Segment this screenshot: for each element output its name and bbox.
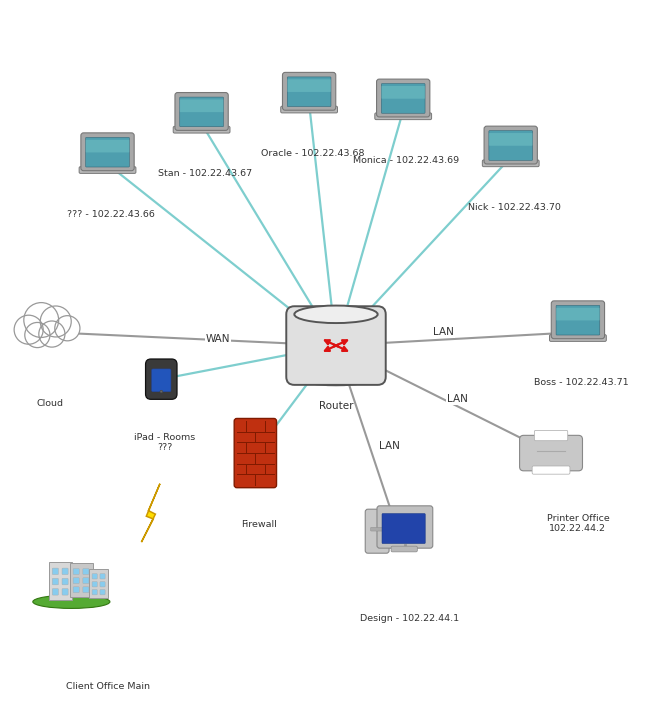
FancyBboxPatch shape — [73, 587, 79, 592]
FancyBboxPatch shape — [556, 308, 600, 320]
FancyBboxPatch shape — [375, 113, 431, 120]
FancyBboxPatch shape — [286, 307, 386, 385]
FancyBboxPatch shape — [146, 359, 177, 399]
FancyBboxPatch shape — [89, 569, 108, 598]
FancyBboxPatch shape — [92, 589, 97, 595]
FancyBboxPatch shape — [62, 568, 68, 574]
FancyBboxPatch shape — [173, 126, 230, 133]
Circle shape — [55, 316, 80, 341]
Ellipse shape — [294, 306, 378, 323]
FancyBboxPatch shape — [62, 589, 68, 595]
Text: Nick - 102.22.43.70: Nick - 102.22.43.70 — [468, 203, 560, 212]
FancyBboxPatch shape — [282, 73, 336, 111]
FancyBboxPatch shape — [83, 569, 89, 574]
FancyBboxPatch shape — [287, 79, 331, 92]
Circle shape — [24, 302, 58, 337]
FancyBboxPatch shape — [489, 133, 533, 146]
Text: Cloud: Cloud — [37, 399, 64, 409]
Text: Monica - 102.22.43.69: Monica - 102.22.43.69 — [353, 156, 460, 165]
FancyBboxPatch shape — [281, 106, 337, 113]
FancyBboxPatch shape — [85, 140, 130, 152]
Ellipse shape — [294, 368, 378, 386]
Circle shape — [40, 306, 71, 337]
FancyBboxPatch shape — [70, 563, 93, 597]
FancyBboxPatch shape — [79, 167, 136, 173]
FancyBboxPatch shape — [365, 509, 389, 553]
Text: iPad - Rooms
???: iPad - Rooms ??? — [134, 433, 196, 452]
Text: ??? - 102.22.43.66: ??? - 102.22.43.66 — [67, 210, 155, 219]
FancyBboxPatch shape — [381, 86, 425, 98]
Circle shape — [39, 321, 65, 347]
FancyBboxPatch shape — [550, 335, 606, 341]
FancyBboxPatch shape — [52, 568, 58, 574]
FancyBboxPatch shape — [519, 435, 583, 471]
FancyBboxPatch shape — [179, 97, 224, 126]
FancyBboxPatch shape — [73, 578, 79, 584]
Text: Boss - 102.22.43.71: Boss - 102.22.43.71 — [534, 378, 628, 387]
Text: Firewall: Firewall — [241, 521, 277, 529]
FancyBboxPatch shape — [152, 369, 171, 392]
FancyBboxPatch shape — [83, 578, 89, 584]
FancyBboxPatch shape — [534, 430, 568, 441]
FancyBboxPatch shape — [49, 561, 72, 600]
Text: Client Office Main: Client Office Main — [65, 681, 149, 691]
FancyBboxPatch shape — [52, 589, 58, 595]
Circle shape — [14, 315, 43, 344]
FancyBboxPatch shape — [73, 569, 79, 574]
FancyBboxPatch shape — [532, 466, 570, 474]
FancyBboxPatch shape — [234, 419, 276, 488]
FancyBboxPatch shape — [62, 579, 68, 585]
Circle shape — [25, 322, 50, 348]
Text: LAN: LAN — [446, 394, 468, 404]
FancyBboxPatch shape — [551, 301, 605, 339]
FancyBboxPatch shape — [391, 546, 417, 552]
FancyBboxPatch shape — [175, 93, 228, 131]
FancyBboxPatch shape — [482, 160, 539, 167]
Text: Router: Router — [319, 401, 353, 411]
FancyBboxPatch shape — [92, 574, 97, 579]
FancyBboxPatch shape — [100, 582, 105, 587]
Text: WAN: WAN — [206, 334, 230, 344]
FancyBboxPatch shape — [83, 587, 89, 592]
FancyBboxPatch shape — [92, 582, 97, 587]
FancyBboxPatch shape — [377, 506, 433, 548]
Text: Stan - 102.22.43.67: Stan - 102.22.43.67 — [158, 169, 252, 179]
Text: Design - 102.22.44.1: Design - 102.22.44.1 — [360, 615, 460, 623]
Ellipse shape — [33, 595, 110, 608]
FancyBboxPatch shape — [100, 589, 105, 595]
FancyBboxPatch shape — [376, 79, 430, 117]
Text: LAN: LAN — [379, 442, 401, 452]
FancyBboxPatch shape — [81, 133, 134, 171]
Polygon shape — [141, 484, 160, 542]
Text: Printer Office
102.22.44.2: Printer Office 102.22.44.2 — [546, 513, 610, 533]
FancyBboxPatch shape — [179, 99, 224, 112]
FancyBboxPatch shape — [556, 305, 600, 335]
FancyBboxPatch shape — [382, 513, 425, 544]
FancyBboxPatch shape — [52, 579, 58, 585]
FancyBboxPatch shape — [287, 77, 331, 106]
FancyBboxPatch shape — [484, 126, 538, 164]
Text: Oracle - 102.22.43.68: Oracle - 102.22.43.68 — [261, 149, 364, 159]
FancyBboxPatch shape — [100, 574, 105, 579]
FancyBboxPatch shape — [371, 527, 383, 531]
FancyBboxPatch shape — [489, 131, 533, 160]
Circle shape — [160, 391, 163, 393]
Text: LAN: LAN — [433, 327, 454, 337]
FancyBboxPatch shape — [381, 83, 425, 113]
FancyBboxPatch shape — [85, 137, 130, 167]
